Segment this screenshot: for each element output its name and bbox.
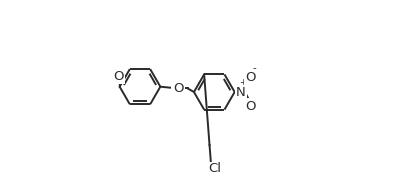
Text: -: - <box>252 63 256 73</box>
Text: O: O <box>113 70 124 83</box>
Text: N: N <box>236 86 246 98</box>
Text: O: O <box>245 100 256 113</box>
Text: Cl: Cl <box>209 162 222 175</box>
Text: O: O <box>173 82 183 95</box>
Text: +: + <box>239 78 246 87</box>
Text: O: O <box>245 71 256 84</box>
